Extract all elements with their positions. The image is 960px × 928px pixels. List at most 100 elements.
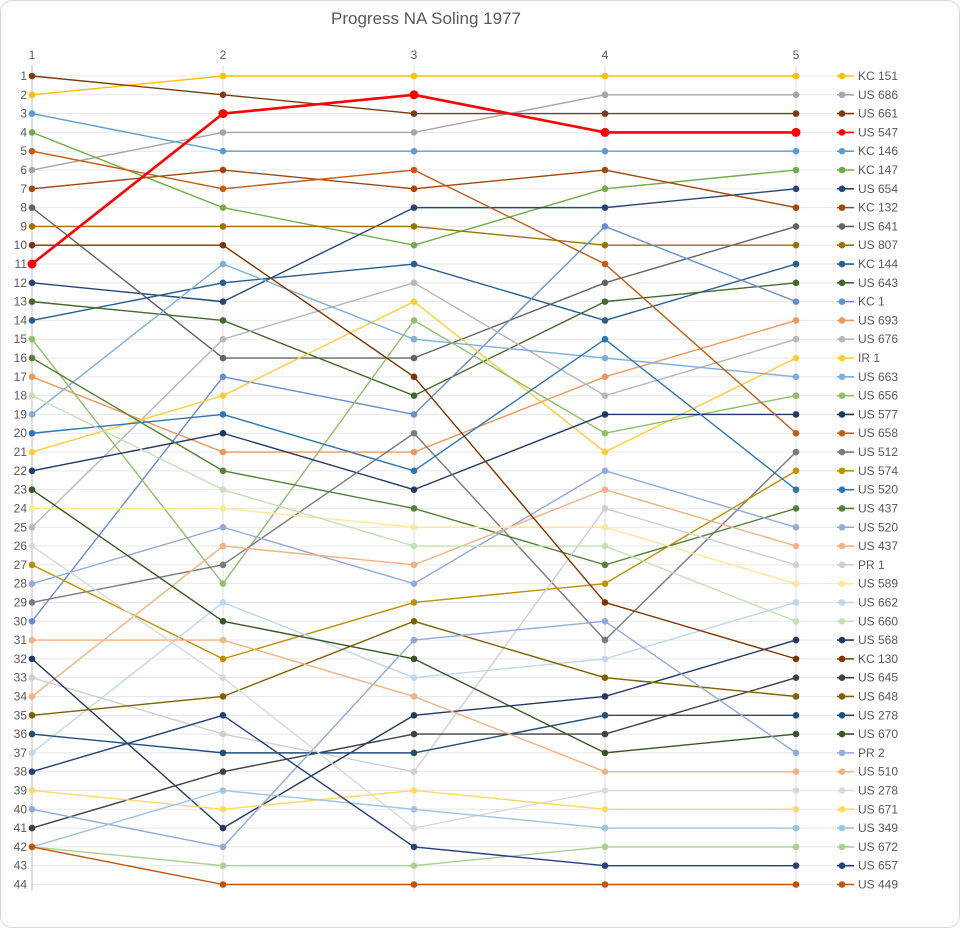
legend-marker-dot (838, 599, 846, 606)
series-marker (601, 411, 609, 418)
series-marker (410, 260, 418, 268)
series-marker (791, 127, 801, 137)
legend-marker-dot (838, 129, 846, 136)
y-axis-label: 9 (20, 219, 27, 233)
series-marker (792, 505, 800, 512)
legend-item-label: US 645 (858, 671, 898, 685)
series-marker (28, 749, 36, 757)
legend-item-label: US 568 (858, 633, 898, 647)
series-marker (792, 354, 800, 362)
series-marker (219, 617, 227, 625)
legend-item-label: US 672 (858, 840, 898, 854)
y-axis-label: 22 (14, 464, 28, 478)
series-marker (28, 655, 36, 663)
series-marker (28, 843, 36, 851)
series-marker (410, 110, 418, 117)
series-marker (410, 354, 418, 362)
legend-marker-dot (838, 147, 846, 155)
series-marker (219, 373, 227, 381)
series-marker (410, 429, 418, 437)
y-axis-label: 18 (14, 389, 28, 403)
series-marker (601, 373, 609, 381)
series-marker (410, 580, 418, 587)
legend-item-label: US 657 (858, 859, 898, 873)
series-marker (219, 448, 227, 456)
y-axis-label: 30 (14, 614, 28, 628)
series-marker (219, 749, 227, 757)
series-marker (792, 185, 800, 193)
series-marker (601, 429, 609, 437)
series-marker (792, 843, 800, 851)
legend-marker-dot (838, 317, 846, 324)
series-marker (28, 505, 36, 512)
series-marker (792, 91, 800, 99)
series-marker (792, 373, 800, 381)
legend-marker-dot (838, 335, 846, 343)
series-marker (219, 711, 227, 719)
series-marker (28, 824, 36, 832)
legend-item-label: US 660 (858, 614, 898, 628)
series-marker (410, 749, 418, 757)
series-marker (410, 185, 418, 193)
legend-item-label: US 278 (858, 783, 898, 797)
legend-marker-dot (838, 711, 846, 719)
y-axis-label: 14 (14, 313, 28, 327)
series-marker (219, 129, 227, 136)
series-marker (219, 91, 227, 99)
series-marker (219, 862, 227, 869)
series-marker (792, 317, 800, 324)
series-marker (792, 805, 800, 813)
legend-item-label: US 349 (858, 821, 898, 835)
series-marker (792, 599, 800, 606)
series-marker (410, 768, 418, 775)
series-marker (409, 90, 419, 100)
series-marker (792, 467, 800, 475)
y-axis-label: 21 (14, 445, 28, 459)
y-axis-label: 4 (20, 125, 27, 139)
series-marker (28, 693, 36, 700)
legend-item-label: US 807 (858, 238, 898, 252)
series-marker (219, 317, 227, 324)
series-marker (792, 223, 800, 230)
y-axis-label: 23 (14, 483, 28, 497)
series-marker (219, 599, 227, 606)
series-marker (27, 259, 37, 269)
y-axis-label: 28 (14, 577, 28, 591)
series-marker (601, 768, 609, 775)
legend-marker-dot (838, 185, 846, 193)
y-axis-label: 3 (20, 107, 27, 121)
series-marker (219, 486, 227, 493)
y-axis-label: 26 (14, 539, 28, 553)
series-marker (219, 505, 227, 512)
series-marker (28, 486, 36, 493)
series-marker (28, 711, 36, 719)
series-marker (792, 730, 800, 738)
series-marker (601, 523, 609, 531)
series-marker (792, 881, 800, 888)
legend-marker-dot (838, 749, 846, 757)
legend-marker-dot (838, 636, 846, 644)
series-marker (219, 392, 227, 399)
series-marker (28, 580, 36, 587)
series-marker (28, 335, 36, 343)
legend-marker-dot (838, 279, 846, 287)
legend-item-label: IR 1 (858, 351, 880, 365)
series-marker (601, 467, 609, 475)
y-axis-label: 39 (14, 783, 28, 797)
y-axis-label: 32 (14, 652, 28, 666)
legend-item-label: PR 1 (858, 558, 885, 572)
series-marker (219, 805, 227, 813)
legend-marker-dot (838, 674, 846, 681)
y-axis-label: 2 (20, 88, 27, 102)
series-marker (219, 787, 227, 794)
legend-marker-dot (838, 824, 846, 832)
series-marker (219, 354, 227, 362)
series-marker (410, 166, 418, 174)
series-marker (410, 711, 418, 719)
legend-marker-dot (838, 204, 846, 211)
series-marker (601, 185, 609, 193)
series-marker (792, 768, 800, 775)
series-marker (28, 523, 36, 531)
legend-marker-dot (838, 787, 846, 794)
y-axis-label: 35 (14, 708, 28, 722)
